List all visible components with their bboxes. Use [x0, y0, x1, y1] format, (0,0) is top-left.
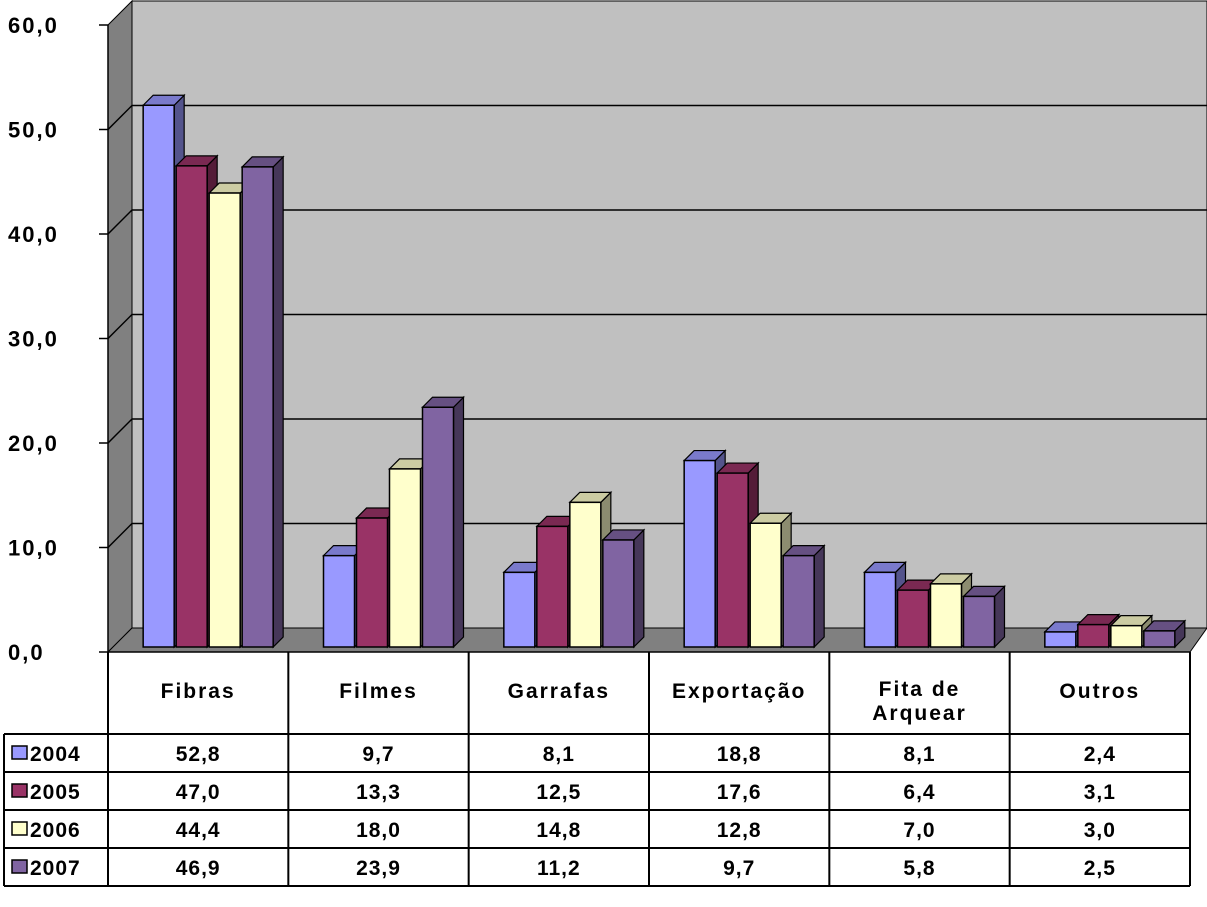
gridline-side [107, 313, 133, 340]
legend-swatch [11, 859, 28, 874]
x-tick-label: Arquear [872, 702, 967, 725]
bar-front [503, 571, 536, 648]
data-label: 14,8 [536, 819, 581, 842]
bar-side [813, 544, 825, 649]
data-label: 9,7 [362, 743, 394, 766]
bar-front [716, 472, 749, 648]
bar [781, 544, 826, 649]
bar-front [208, 192, 241, 648]
data-label: 12,5 [536, 781, 581, 804]
bar-front [569, 501, 602, 648]
bar-front [863, 571, 897, 648]
bar-side [452, 395, 465, 649]
bar-front [1110, 624, 1143, 648]
data-label: 12,8 [717, 819, 762, 842]
y-tick-label: 10,0 [8, 536, 59, 561]
data-label: 7,0 [903, 819, 935, 842]
legend-label: 2006 [30, 819, 81, 842]
y-tick-label: 40,0 [8, 222, 59, 247]
bar-front [782, 554, 815, 648]
bar-side [272, 155, 284, 649]
bar [240, 155, 285, 649]
bar [601, 528, 646, 649]
data-label: 3,0 [1084, 819, 1116, 842]
gridline-side [107, 522, 133, 549]
data-label: 18,8 [717, 743, 762, 766]
data-label: 46,9 [176, 857, 221, 880]
bar-front [683, 459, 716, 648]
data-label: 2,4 [1084, 743, 1116, 766]
bar-front [388, 468, 422, 648]
x-tick-label: Filmes [339, 680, 418, 703]
data-label: 9,7 [723, 857, 755, 880]
legend-swatch [11, 821, 28, 836]
bar-front [142, 104, 175, 648]
gridline-side [107, 418, 133, 444]
data-label: 6,4 [903, 781, 935, 804]
legend-label: 2007 [30, 857, 81, 880]
y-tick-label: 20,0 [8, 431, 59, 456]
bar [421, 395, 465, 649]
bar-front [355, 517, 389, 648]
legend-label: 2005 [30, 781, 81, 804]
y-tick-label: 60,0 [8, 13, 59, 38]
data-label: 23,9 [356, 857, 401, 880]
x-tick-label: Outros [1059, 680, 1140, 703]
bar [962, 584, 1006, 649]
bar-front [602, 539, 635, 648]
bar [1142, 619, 1187, 649]
data-label: 8,1 [543, 743, 575, 766]
bar-front [175, 165, 208, 648]
data-label: 5,8 [903, 857, 935, 880]
data-label: 2,5 [1084, 857, 1116, 880]
data-label: 47,0 [176, 781, 221, 804]
bar-front [322, 554, 356, 648]
x-tick-label: Fita de [879, 678, 961, 701]
gridline-side [107, 209, 133, 235]
data-label: 13,3 [356, 781, 401, 804]
data-label: 8,1 [903, 743, 935, 766]
bar-front [749, 522, 782, 648]
y-tick-label: 30,0 [8, 327, 59, 352]
bar-front [241, 166, 274, 648]
gridline-side [107, 104, 133, 131]
bar-front [536, 525, 569, 648]
data-label: 18,0 [356, 819, 401, 842]
data-label: 3,1 [1084, 781, 1116, 804]
data-label: 52,8 [176, 743, 221, 766]
data-label: 44,4 [176, 819, 221, 842]
bar-front [1143, 630, 1176, 648]
bar-front [1077, 623, 1110, 648]
bar-front [962, 595, 996, 648]
legend-swatch [11, 783, 28, 798]
bar-front [929, 583, 963, 648]
data-label: 17,6 [717, 781, 762, 804]
bar-front [1044, 631, 1077, 648]
x-tick-label: Exportação [672, 680, 806, 703]
y-tick-label: 50,0 [8, 118, 59, 143]
legend-label: 2004 [30, 743, 81, 766]
legend-swatch [11, 745, 28, 760]
bar-front [896, 589, 930, 648]
data-label: 11,2 [537, 857, 581, 880]
y-tick-label: 0,0 [8, 640, 45, 665]
bar-side [633, 528, 645, 649]
bar-front [421, 406, 455, 648]
x-tick-label: Fibras [161, 680, 236, 703]
x-tick-label: Garrafas [508, 680, 610, 703]
